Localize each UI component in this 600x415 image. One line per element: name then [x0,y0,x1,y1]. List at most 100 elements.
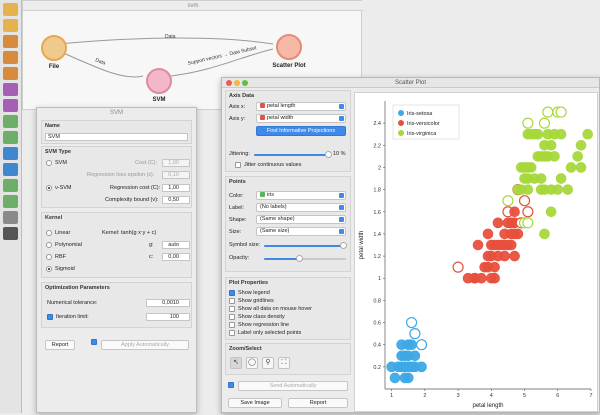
report-button[interactable]: Report [45,340,75,350]
data-point[interactable] [582,128,593,140]
scatter-report-button[interactable]: Report [288,398,348,408]
support-vector-point[interactable] [522,206,534,218]
g-input[interactable]: auto [162,241,190,249]
prototypes-icon[interactable] [3,211,18,224]
send-auto-checkbox[interactable] [228,382,234,388]
data-point[interactable] [409,350,421,362]
data-point[interactable] [555,173,567,184]
svm-node[interactable] [146,68,172,94]
jittering-slider-knob[interactable] [325,151,332,158]
data-point[interactable] [539,228,550,240]
reset-zoom-icon[interactable]: ⛶ [278,357,290,369]
axis-y-combo[interactable]: petal width [256,114,346,123]
name-input[interactable]: SVM [45,133,188,141]
support-vector-point[interactable] [415,339,428,351]
iteration-input[interactable]: 100 [146,313,190,321]
support-vector-point[interactable] [409,328,421,340]
data-point[interactable] [552,184,564,195]
polynomial-radio[interactable] [46,242,52,248]
data-point[interactable] [545,206,557,218]
apply-auto-checkbox[interactable] [91,339,97,345]
jitter-continuous-checkbox[interactable] [235,162,241,168]
show-legend-checkbox[interactable] [229,290,235,296]
bioinformatics-icon[interactable] [3,115,18,128]
data-category-icon[interactable] [3,3,18,16]
data-point[interactable] [509,206,520,218]
data-point[interactable] [416,361,427,373]
scatter-plot-area[interactable]: 1 2 3 4 5 6 7 0.2 0.4 0.6 0.8 1 1.2 1.4 1.6 1.8 2 2.2 2.4 p… [354,92,598,412]
data-point[interactable] [522,184,534,195]
find-projections-button[interactable]: Find Informative Projections [256,126,346,136]
support-vector-point[interactable] [522,117,534,129]
send-automatically-button[interactable]: Send Automatically [238,381,348,391]
data-point[interactable] [489,272,500,284]
minimize-window-icon[interactable] [234,80,240,86]
apply-automatically-button[interactable]: Apply Automatically [101,340,189,350]
support-vector-point[interactable] [452,261,464,273]
lasso-icon[interactable]: ◯ [246,357,258,369]
c-input[interactable]: 0,00 [162,253,190,261]
data-point[interactable] [532,128,544,140]
data-point[interactable] [505,239,517,251]
nu-svm-radio[interactable] [46,185,52,191]
svm-radio[interactable] [46,160,52,166]
close-window-icon[interactable] [226,80,232,86]
data-point[interactable] [549,151,560,162]
data-point[interactable] [515,162,527,173]
scatter-plot-node[interactable] [276,34,302,60]
educational-icon[interactable] [3,195,18,208]
data-point[interactable] [565,162,577,173]
data-point[interactable] [535,173,547,184]
cost-input[interactable]: 1,00 [162,159,190,167]
image-icon[interactable] [3,163,18,176]
evaluate-icon[interactable] [3,67,18,80]
data-point[interactable] [562,184,574,195]
data-point[interactable] [575,140,587,151]
data-point[interactable] [555,128,567,140]
data-point[interactable] [572,151,584,162]
text-mining-icon[interactable] [3,99,18,112]
opacity-slider[interactable] [264,258,346,260]
timeseries-icon[interactable] [3,147,18,160]
sigmoid-radio[interactable] [46,266,52,272]
support-vector-point[interactable] [518,195,531,207]
tolerance-input[interactable]: 0,0010 [146,299,190,307]
data-point[interactable] [499,250,510,262]
opacity-knob[interactable] [296,255,303,262]
select-pointer-icon[interactable]: ↖ [230,357,242,369]
info-icon[interactable] [3,227,18,240]
color-combo[interactable]: iris [256,191,346,200]
label-combo[interactable]: (No labels) [256,203,346,212]
data-point[interactable] [482,228,494,240]
data-point[interactable] [402,372,414,384]
support-vector-point[interactable] [538,117,551,129]
class-density-checkbox[interactable] [229,314,235,320]
axis-x-combo[interactable]: petal length [256,102,346,111]
rbf-radio[interactable] [46,254,52,260]
transform-icon[interactable] [3,19,18,32]
scatter-plot-svg[interactable]: 1 2 3 4 5 6 7 0.2 0.4 0.6 0.8 1 1.2 1.4 1.6 1.8 2 2.2 2.4 p… [355,93,599,413]
data-point[interactable] [406,339,417,350]
support-vector-point[interactable] [405,316,418,329]
show-gridlines-checkbox[interactable] [229,298,235,304]
shape-combo[interactable]: (Same shape) [256,215,346,224]
data-point[interactable] [545,140,557,151]
support-vector-point[interactable] [522,217,534,229]
file-node[interactable] [41,35,67,61]
data-point[interactable] [525,162,537,173]
support-vector-point[interactable] [502,195,514,207]
data-point[interactable] [575,162,587,173]
model-icon[interactable] [3,51,18,64]
data-point[interactable] [489,261,500,273]
unsupervised-icon[interactable] [3,83,18,96]
save-image-button[interactable]: Save Image [228,398,282,408]
data-point[interactable] [472,239,484,251]
network-icon[interactable] [3,131,18,144]
data-point[interactable] [389,372,401,384]
support-vector-point[interactable] [555,106,567,118]
epsilon-input[interactable]: 0,10 [162,171,190,179]
symbol-size-knob[interactable] [340,242,347,249]
linear-radio[interactable] [46,230,52,236]
show-all-data-checkbox[interactable] [229,306,235,312]
data-point[interactable] [509,250,520,262]
